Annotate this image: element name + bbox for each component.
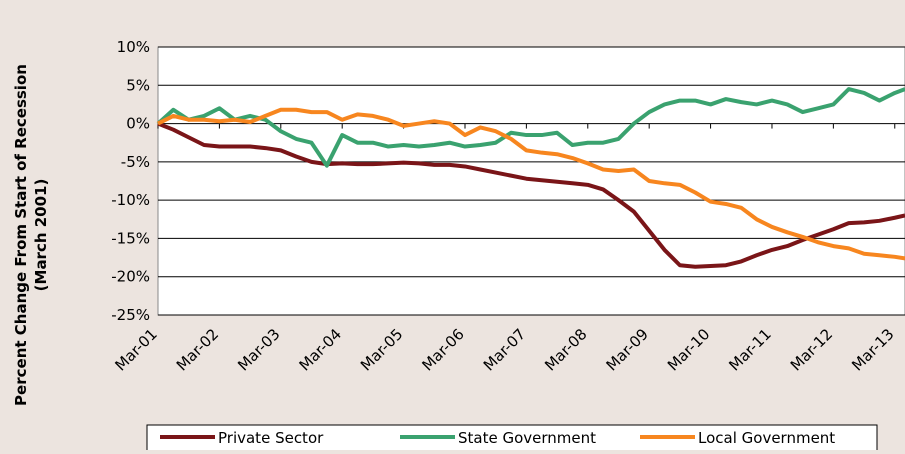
x-tick-label: Mar-07: [480, 325, 529, 374]
series-line: [157, 107, 905, 261]
series-line: [156, 87, 905, 168]
x-tick-label: Mar-09: [603, 325, 652, 374]
legend-label: State Government: [458, 429, 596, 447]
y-tick-label: 10%: [117, 38, 150, 56]
x-tick-label: Mar-11: [725, 325, 774, 374]
x-tick-label: Mar-01: [111, 325, 160, 374]
y-axis-title-line: Percent Change From Start of Recession: [12, 64, 30, 406]
series-line: [157, 121, 905, 269]
legend-label: Private Sector: [218, 429, 324, 447]
y-tick-label: -25%: [111, 306, 150, 324]
y-axis-title-line: (March 2001): [32, 179, 50, 292]
y-tick-label: -15%: [111, 229, 150, 247]
x-tick-label: Mar-06: [418, 325, 467, 374]
x-tick-label: Mar-12: [787, 325, 836, 374]
y-tick-label: -5%: [121, 153, 150, 171]
x-tick-label: Mar-13: [848, 325, 897, 374]
x-tick-label: Mar-02: [173, 325, 222, 374]
y-axis-title: Percent Change From Start of Recession (…: [12, 64, 50, 406]
y-tick-label: 0%: [126, 115, 150, 133]
x-tick-label: Mar-05: [357, 325, 406, 374]
x-tick-label: Mar-10: [664, 325, 713, 374]
legend: [146, 424, 878, 454]
x-tick-label: Mar-03: [234, 325, 283, 374]
x-tick-label: Mar-08: [541, 325, 590, 374]
y-tick-label: 5%: [126, 76, 150, 94]
legend-label: Local Government: [698, 429, 835, 447]
x-tick-label: Mar-04: [296, 325, 345, 374]
y-tick-label: -20%: [111, 268, 150, 286]
y-tick-label: -10%: [111, 191, 150, 209]
